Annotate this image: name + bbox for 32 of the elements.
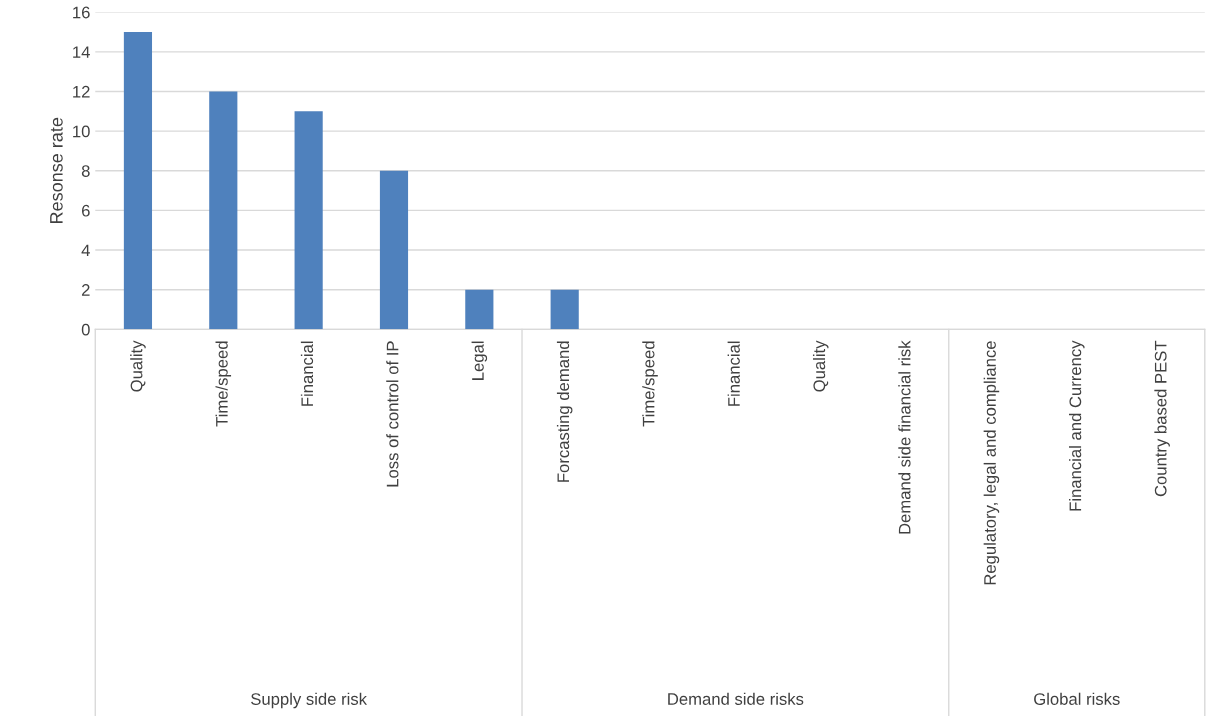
x-tick-label: Time/speed	[642, 341, 658, 427]
y-tick-label: 12	[73, 85, 90, 98]
x-tick-label: Financial	[300, 341, 314, 406]
y-tick-label: 16	[73, 6, 90, 19]
y-tick-label: 10	[73, 125, 90, 138]
y-tick-label: 8	[81, 165, 90, 177]
x-tick-label: Demand side financial risk	[898, 340, 911, 534]
x-tick-label: Quality	[130, 340, 146, 392]
x-tick-label: Loss of control of IP	[386, 341, 399, 487]
bar	[294, 111, 323, 330]
bar	[123, 32, 153, 330]
y-tick-label: 14	[73, 46, 90, 58]
y-axis-title: Resonse rate	[50, 117, 63, 223]
text: Demand side risks	[668, 692, 804, 705]
bar	[209, 91, 238, 330]
bar	[550, 289, 579, 330]
bar	[465, 289, 494, 330]
y-tick-label: 6	[81, 204, 90, 217]
text: Supply side risk	[251, 692, 368, 709]
y-tick-label: 0	[81, 323, 90, 336]
y-tick-label: 4	[81, 244, 90, 257]
text: Global risks	[1034, 692, 1120, 705]
x-tick-label: Legal	[471, 341, 488, 380]
x-tick-label: Financial and Currency	[1069, 340, 1085, 511]
x-tick-label: Time/speed	[215, 341, 232, 427]
x-tick-label: Regulatory, legal and compliance	[983, 341, 1000, 585]
y-tick-label: 2	[81, 284, 90, 296]
x-tick-label: Forcasting demand	[556, 341, 573, 482]
x-tick-label: Quality	[812, 340, 829, 392]
bar	[379, 170, 409, 330]
x-tick-label: Financial	[727, 341, 740, 406]
x-tick-label: Country based PEST	[1154, 340, 1170, 497]
